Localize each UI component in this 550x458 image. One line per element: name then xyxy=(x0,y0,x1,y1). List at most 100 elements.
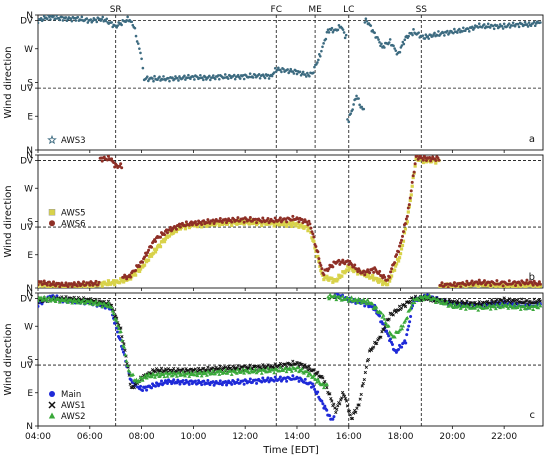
data-point xyxy=(266,73,270,77)
data-point xyxy=(337,258,341,262)
data-point xyxy=(399,247,404,251)
data-point xyxy=(348,297,353,302)
data-point xyxy=(120,335,124,339)
data-point xyxy=(125,277,129,281)
data-point xyxy=(334,297,339,302)
data-point xyxy=(75,301,80,305)
data-point xyxy=(375,277,379,281)
data-point xyxy=(222,221,227,226)
x-tick-label: 04:00 xyxy=(25,432,51,442)
data-point xyxy=(291,359,295,363)
data-point xyxy=(71,299,76,303)
data-point xyxy=(317,259,321,264)
data-point xyxy=(481,284,486,288)
data-point xyxy=(502,22,506,26)
data-point xyxy=(183,373,187,378)
data-point xyxy=(529,24,533,28)
data-point xyxy=(472,26,476,30)
data-point xyxy=(319,263,323,267)
data-point xyxy=(316,250,320,254)
series-aws6 xyxy=(38,155,542,288)
data-point xyxy=(101,15,105,19)
data-point xyxy=(258,76,262,80)
data-point xyxy=(400,44,404,47)
data-point xyxy=(307,219,311,223)
data-point xyxy=(187,223,191,227)
data-point xyxy=(100,159,104,163)
data-point xyxy=(403,318,408,323)
data-point xyxy=(192,224,197,228)
data-point xyxy=(69,297,74,302)
data-point xyxy=(328,414,332,418)
data-point xyxy=(340,294,345,298)
data-point xyxy=(234,371,239,375)
data-points xyxy=(38,293,543,421)
data-point xyxy=(38,21,40,25)
data-point xyxy=(531,286,535,288)
data-point xyxy=(217,77,221,81)
data-point xyxy=(528,283,532,288)
data-point xyxy=(525,278,529,282)
data-point xyxy=(423,37,427,40)
data-point xyxy=(360,105,364,109)
data-point xyxy=(66,17,70,21)
data-point xyxy=(233,77,237,81)
data-point xyxy=(289,67,293,71)
data-point xyxy=(116,326,121,331)
data-point xyxy=(186,370,191,375)
data-point xyxy=(48,15,51,19)
data-point xyxy=(85,17,89,20)
data-point xyxy=(285,224,289,228)
y-tick-label: N xyxy=(26,151,33,161)
data-point xyxy=(171,76,174,79)
data-point xyxy=(230,220,234,224)
data-point xyxy=(312,71,315,74)
data-point xyxy=(499,304,503,308)
data-point xyxy=(421,34,425,37)
data-point xyxy=(206,218,210,222)
data-point xyxy=(455,299,460,303)
data-point xyxy=(398,252,403,256)
data-point xyxy=(488,26,492,29)
data-point xyxy=(278,365,283,369)
data-point xyxy=(82,280,86,284)
data-point xyxy=(407,34,410,38)
data-point xyxy=(477,22,481,26)
data-point xyxy=(378,277,382,281)
data-point xyxy=(247,370,252,375)
data-point xyxy=(395,257,400,261)
data-point xyxy=(357,403,361,407)
data-point xyxy=(313,65,316,69)
data-point xyxy=(396,259,401,263)
data-point xyxy=(209,78,212,82)
data-point xyxy=(370,275,374,280)
data-point xyxy=(288,70,292,73)
data-point xyxy=(376,36,379,39)
data-point xyxy=(470,25,474,29)
data-point xyxy=(414,157,418,161)
data-point xyxy=(469,284,473,288)
data-point xyxy=(267,77,271,80)
data-point xyxy=(110,309,115,313)
data-point xyxy=(407,203,411,207)
data-point xyxy=(83,301,88,305)
data-point xyxy=(363,273,367,277)
data-point xyxy=(353,263,357,267)
data-point xyxy=(364,301,369,306)
data-point xyxy=(236,73,240,77)
data-point xyxy=(533,24,537,28)
data-point xyxy=(229,372,234,376)
data-point xyxy=(69,17,73,21)
data-point xyxy=(123,352,128,357)
data-point xyxy=(181,367,185,371)
data-point xyxy=(297,379,301,383)
data-point xyxy=(172,366,176,371)
data-point xyxy=(452,301,457,306)
data-point xyxy=(279,68,282,72)
data-point xyxy=(151,251,156,255)
data-point xyxy=(133,382,137,387)
data-point xyxy=(501,284,505,288)
data-point xyxy=(410,180,414,184)
data-point xyxy=(335,407,339,411)
data-point xyxy=(106,301,111,305)
